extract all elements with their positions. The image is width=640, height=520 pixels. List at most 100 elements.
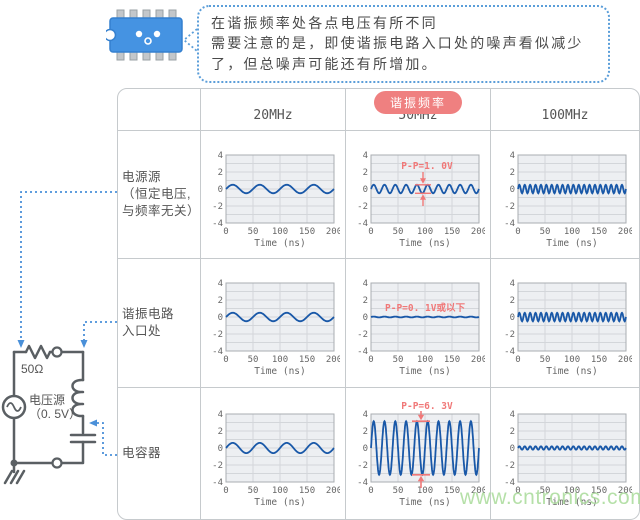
svg-text:2: 2 — [363, 168, 368, 178]
svg-text:100: 100 — [564, 486, 580, 496]
arrow-down-icon — [420, 177, 426, 184]
svg-text:0: 0 — [363, 185, 368, 195]
svg-text:-4: -4 — [212, 219, 223, 229]
svg-text:2: 2 — [510, 296, 515, 306]
chip-eye-left — [135, 30, 143, 38]
chart-capacitor-50mhz: 4 2 0 -2 -4 0 50 100 150 200 Time (ns) P-P=6. 3V — [346, 388, 491, 519]
waveform-table: 20MHz 谐振频率 50MHz 100MHz 电源源 （恒定电压, 与频率无关… — [117, 88, 640, 520]
chart-entrance-50mhz: 4 2 0 -2 -4 0 50 100 150 200 Time (ns) P-P=0. 1V或以下 — [346, 259, 491, 388]
svg-text:0: 0 — [510, 313, 515, 323]
probe-arrow-icon — [17, 340, 25, 348]
chart-power-source-50mhz: 4 2 0 -2 -4 0 50 100 150 200 Time (ns) P-P=1. 0V — [346, 131, 491, 259]
probe-line-entrance — [83, 321, 117, 341]
svg-text:100: 100 — [417, 486, 433, 496]
waveform — [225, 311, 335, 323]
svg-text:-2: -2 — [357, 461, 368, 471]
svg-text:100: 100 — [417, 227, 433, 237]
svg-text:-4: -4 — [357, 478, 368, 488]
pp-annotation: P-P=1. 0V — [401, 161, 453, 172]
pp-annotation: P-P=6. 3V — [401, 401, 453, 412]
svg-text:Time (ns): Time (ns) — [546, 497, 597, 508]
svg-text:150: 150 — [299, 355, 315, 365]
svg-text:-2: -2 — [504, 461, 515, 471]
svg-text:2: 2 — [363, 427, 368, 437]
svg-text:2: 2 — [363, 296, 368, 306]
svg-text:4: 4 — [510, 410, 515, 420]
waveform — [370, 315, 480, 319]
svg-text:-4: -4 — [357, 347, 368, 357]
svg-text:Time (ns): Time (ns) — [399, 497, 450, 508]
svg-text:-2: -2 — [212, 202, 223, 212]
svg-text:150: 150 — [591, 486, 607, 496]
inductor-symbol — [71, 378, 85, 418]
chip-notch — [106, 28, 117, 42]
svg-text:200: 200 — [618, 486, 632, 496]
svg-text:50: 50 — [540, 486, 551, 496]
node-terminal — [51, 346, 63, 358]
svg-text:200: 200 — [618, 355, 632, 365]
junction-dot — [10, 459, 18, 467]
svg-text:50: 50 — [393, 486, 404, 496]
source-value-label: （0. 5V） — [29, 407, 81, 421]
svg-text:4: 4 — [363, 151, 368, 161]
wire — [60, 440, 85, 465]
chip-body — [109, 17, 183, 53]
svg-text:0: 0 — [218, 185, 223, 195]
svg-text:200: 200 — [326, 486, 340, 496]
waveform — [517, 311, 627, 323]
svg-text:4: 4 — [363, 279, 368, 289]
svg-text:0: 0 — [368, 355, 373, 365]
row-label-capacitor: 电容器 — [118, 388, 201, 519]
svg-text:4: 4 — [510, 151, 515, 161]
header-blank-cell — [118, 89, 201, 131]
column-label-20mhz: 20MHz — [253, 108, 293, 123]
svg-text:-4: -4 — [212, 347, 223, 357]
probe-line-power-source — [20, 191, 117, 341]
header-20mhz: 20MHz — [201, 89, 346, 131]
chip-mouth — [144, 37, 152, 45]
svg-text:50: 50 — [540, 227, 551, 237]
svg-text:150: 150 — [591, 355, 607, 365]
svg-text:0: 0 — [368, 227, 373, 237]
svg-text:50: 50 — [540, 355, 551, 365]
row-label-resonant-entrance: 谐振电路 入口处 — [118, 259, 201, 388]
svg-text:100: 100 — [564, 355, 580, 365]
svg-text:-2: -2 — [212, 330, 223, 340]
svg-text:2: 2 — [510, 427, 515, 437]
svg-text:50: 50 — [248, 355, 259, 365]
svg-text:0: 0 — [223, 355, 228, 365]
svg-text:0: 0 — [223, 227, 228, 237]
svg-text:Time (ns): Time (ns) — [546, 366, 597, 377]
svg-text:0: 0 — [515, 486, 520, 496]
svg-text:0: 0 — [368, 486, 373, 496]
sine-icon — [6, 402, 22, 412]
chip-eye-right — [153, 30, 161, 38]
chart-power-source-100mhz: 4 2 0 -2 -4 0 50 100 150 200 Time (ns) — [491, 131, 639, 259]
svg-text:Time (ns): Time (ns) — [254, 497, 305, 508]
svg-text:50: 50 — [393, 355, 404, 365]
waveform — [517, 183, 627, 195]
svg-text:200: 200 — [471, 486, 485, 496]
circuit-schematic: 50Ω 电压源 （0. 5V） — [1, 191, 117, 485]
bubble-line: 了，但总噪声可能还有所增加。 — [211, 55, 438, 72]
svg-text:-4: -4 — [212, 478, 223, 488]
svg-text:200: 200 — [326, 227, 340, 237]
resistor-value-label: 50Ω — [21, 362, 43, 376]
waveform — [370, 183, 480, 194]
svg-text:Time (ns): Time (ns) — [254, 238, 305, 249]
resonance-badge: 谐振频率 — [373, 91, 463, 114]
svg-text:Time (ns): Time (ns) — [399, 366, 450, 377]
waveform — [370, 419, 480, 476]
probe-arrow-icon — [80, 340, 88, 348]
probe-arrow-icon — [89, 419, 97, 427]
waveform — [517, 444, 627, 451]
svg-text:-4: -4 — [357, 219, 368, 229]
pp-annotation: P-P=0. 1V或以下 — [385, 302, 465, 314]
